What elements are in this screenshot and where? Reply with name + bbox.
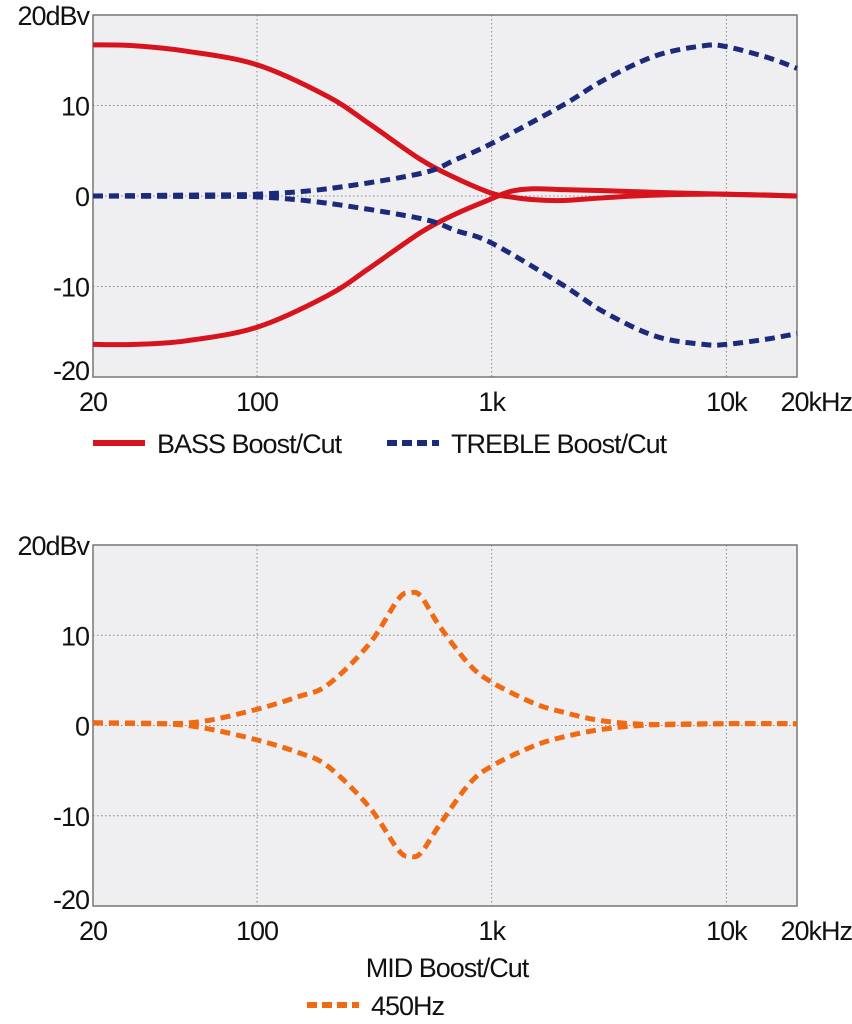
series-line-1 bbox=[92, 42, 798, 204]
x-tick-label: 100 bbox=[236, 387, 278, 417]
x-tick-label: 20 bbox=[79, 387, 107, 417]
x-tick-label: 100 bbox=[236, 916, 278, 946]
x-tick-label: 10k bbox=[706, 916, 748, 946]
plot-border bbox=[92, 544, 798, 907]
y-tick-label: 20dBv bbox=[17, 531, 90, 561]
x-tick-label: 20 bbox=[79, 916, 107, 946]
x-tick-label: 1k bbox=[478, 916, 506, 946]
y-tick-label: -10 bbox=[53, 802, 89, 832]
legend-label: TREBLE Boost/Cut bbox=[451, 429, 668, 459]
y-tick-label: 20dBv bbox=[17, 1, 90, 31]
y-tick-label: -20 bbox=[53, 356, 89, 386]
series-line-3 bbox=[92, 42, 798, 199]
x-tick-label: 10k bbox=[706, 387, 748, 417]
legend-label: BASS Boost/Cut bbox=[157, 429, 343, 459]
y-tick-label: 0 bbox=[75, 712, 89, 742]
x-tick-label: 1k bbox=[478, 387, 506, 417]
y-tick-label: 10 bbox=[61, 92, 89, 122]
y-tick-label: -20 bbox=[53, 885, 89, 915]
series-line-4 bbox=[92, 193, 798, 348]
series-line-2 bbox=[92, 186, 798, 348]
x-tick-label: 20kHz bbox=[780, 916, 852, 946]
series-line-1 bbox=[92, 589, 798, 728]
y-tick-label: 10 bbox=[61, 621, 89, 651]
series-line-2 bbox=[92, 720, 798, 860]
x-tick-label: 20kHz bbox=[780, 387, 852, 417]
legend-label: 450Hz bbox=[371, 991, 445, 1021]
x-axis-label: MID Boost/Cut bbox=[366, 953, 530, 983]
y-tick-label: -10 bbox=[53, 273, 89, 303]
y-tick-label: 0 bbox=[75, 182, 89, 212]
